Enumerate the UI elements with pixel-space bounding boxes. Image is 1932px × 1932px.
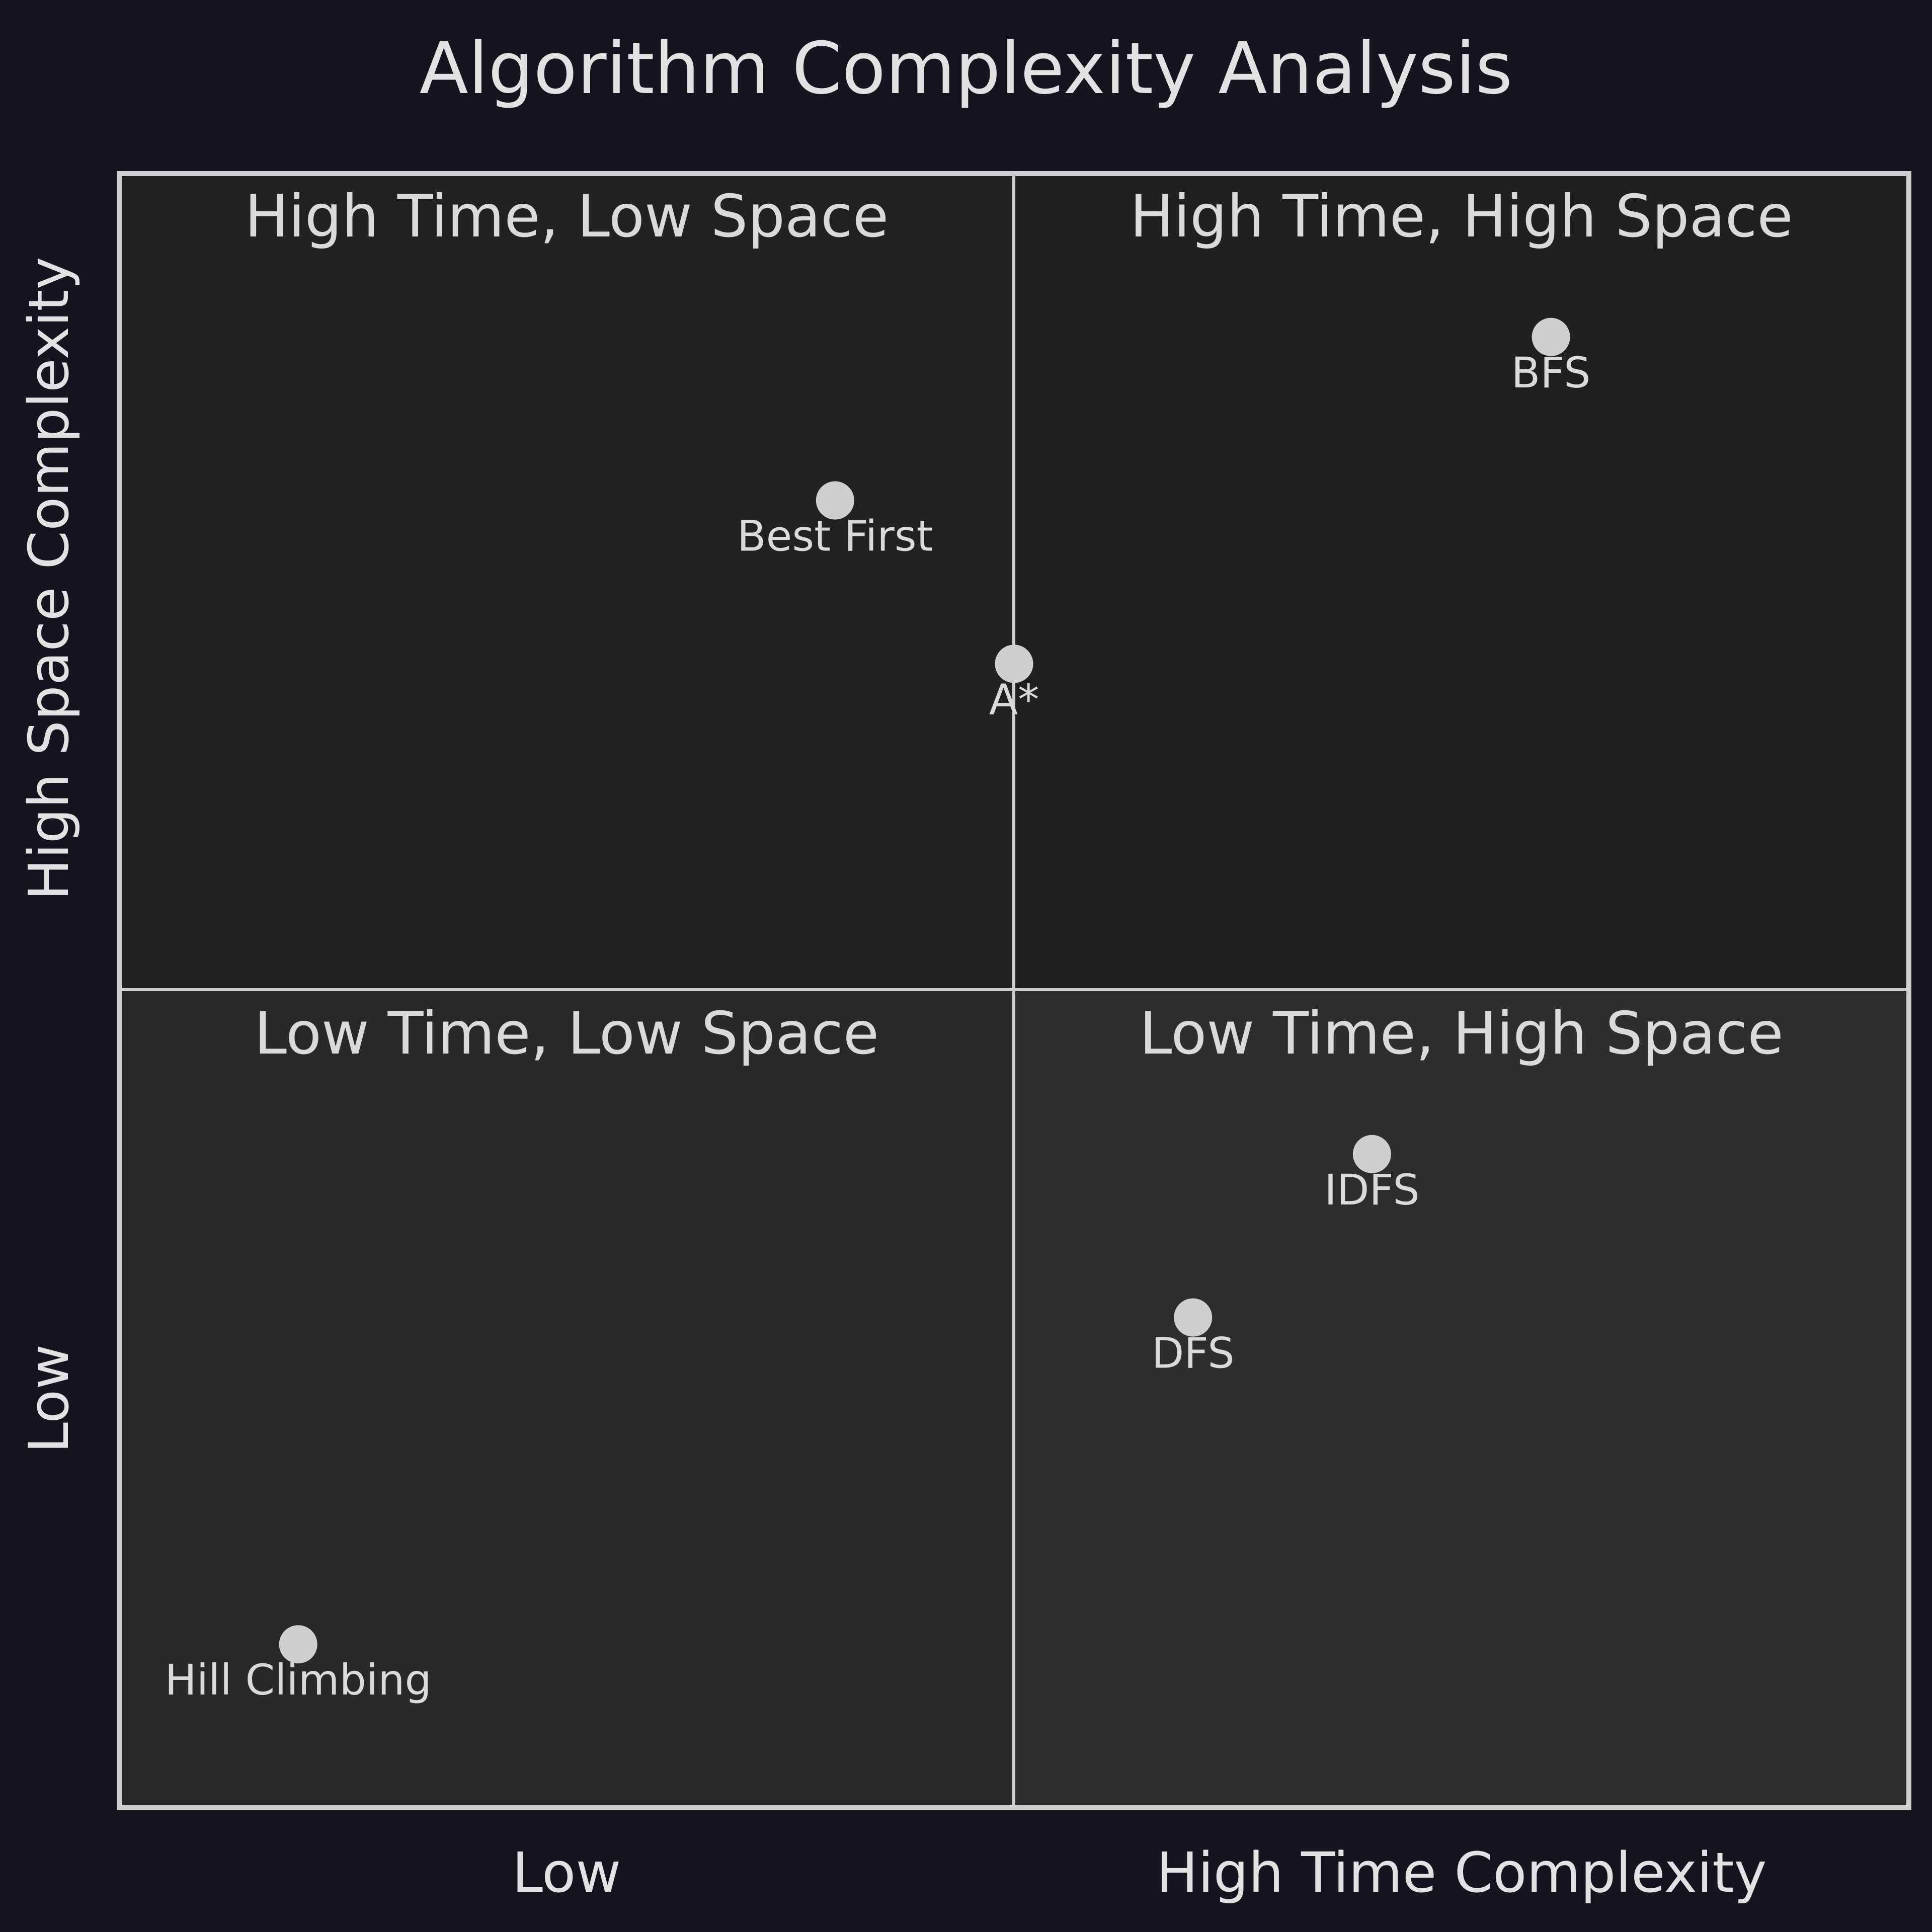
x-axis-low-label: Low (512, 1840, 621, 1905)
quadrant-label-top-left: High Time, Low Space (245, 183, 889, 251)
data-point-label: A* (989, 675, 1039, 724)
quadrant-top-right (1014, 174, 1909, 991)
y-axis-high-label: High Space Complexity (17, 257, 81, 900)
quadrant-label-top-right: High Time, High Space (1130, 183, 1793, 251)
chart-title: Algorithm Complexity Analysis (420, 27, 1513, 110)
data-point (816, 481, 854, 520)
data-point-label: DFS (1152, 1329, 1235, 1378)
quadrant-top-left (119, 174, 1014, 991)
points-layer: BFS Best First A* IDFS DFS Hill Climbing (165, 317, 1591, 1705)
data-point (279, 1625, 317, 1664)
quadrant-label-bottom-left: Low Time, Low Space (254, 1000, 879, 1068)
data-point-label: IDFS (1324, 1165, 1420, 1215)
x-axis-high-label: High Time Complexity (1156, 1840, 1766, 1905)
data-point (995, 645, 1033, 683)
y-axis-low-label: Low (17, 1344, 81, 1454)
data-point-label: BFS (1511, 348, 1591, 397)
data-point-label: Best First (737, 512, 933, 561)
quadrant-layer: High Time, Low Space High Time, High Spac… (119, 174, 1909, 1808)
quadrant-bottom-right (1014, 991, 1909, 1808)
data-point-label: Hill Climbing (165, 1655, 432, 1705)
data-point (1352, 1135, 1391, 1173)
data-point (1532, 317, 1570, 356)
data-point (1174, 1298, 1213, 1337)
quadrant-label-bottom-right: Low Time, High Space (1140, 1000, 1784, 1068)
quadrant-bottom-left (119, 991, 1014, 1808)
